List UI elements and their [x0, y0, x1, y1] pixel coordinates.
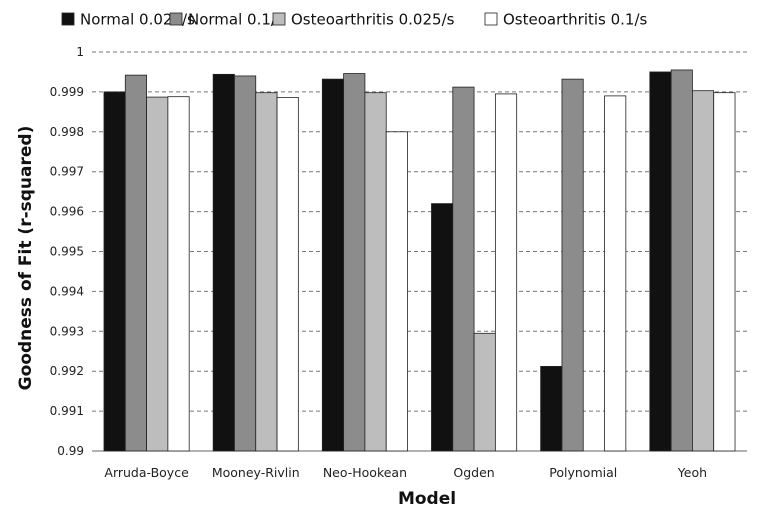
legend-label: Osteoarthritis 0.025/s [291, 11, 455, 29]
bar-2-yeoh [670, 69, 693, 452]
y-tick-label: 0.991 [50, 404, 84, 418]
bar-3-yeoh [692, 90, 715, 452]
y-tick-label: 0.998 [50, 125, 84, 139]
bar-4-ogden [494, 93, 518, 452]
y-tick-label: 0.99 [57, 444, 84, 458]
y-tick-label: 1 [76, 45, 84, 59]
category-label: Mooney-Rivlin [212, 465, 300, 480]
legend-swatch [484, 12, 498, 26]
x-axis-title: Model [398, 489, 456, 509]
category-label: Arruda-Boyce [104, 465, 189, 480]
y-tick-label: 0.992 [50, 364, 84, 378]
bar-2-mooney-rivlin [234, 75, 257, 452]
category-labels: Arruda-Boyce Mooney-Rivlin Neo-Hookean Ogde… [104, 465, 707, 480]
bar-4-neo-hookean [385, 131, 408, 452]
gridlines [92, 51, 747, 452]
legend-label: Normal 0.1/s [188, 11, 284, 29]
bar-2-neo-hookean [343, 73, 366, 452]
bar-2-polynomial [561, 78, 584, 452]
y-tick-label: 0.993 [50, 324, 84, 338]
bar-4-polynomial [604, 95, 627, 452]
bar-2-arruda-boyce [124, 74, 147, 452]
bar-4-yeoh [713, 92, 736, 452]
y-tick-label: 0.997 [50, 165, 84, 179]
category-label: Ogden [453, 465, 494, 480]
legend-swatch [272, 12, 286, 26]
y-tick-label: 0.995 [50, 245, 84, 259]
category-label: Polynomial [549, 465, 617, 480]
bar-4-arruda-boyce [167, 96, 190, 452]
bar-3-arruda-boyce [146, 96, 169, 452]
y-tick-label: 0.999 [50, 85, 84, 99]
category-label: Yeoh [677, 465, 707, 480]
bar-3-neo-hookean [364, 92, 387, 452]
legend-swatch [169, 12, 183, 26]
bar-1-mooney-rivlin [212, 73, 235, 452]
y-tick-labels: 0.99 0.991 0.992 0.993 0.994 0.995 0.996 0.997 0… [50, 45, 84, 458]
legend-label: Normal 0.025/s [80, 11, 195, 29]
y-tick-label: 0.994 [50, 284, 84, 298]
legend-label: Osteoarthritis 0.1/s [503, 11, 648, 29]
bar-3-mooney-rivlin [255, 92, 278, 452]
category-label: Neo-Hookean [323, 465, 407, 480]
bar-2-ogden [452, 86, 475, 452]
bar-1-neo-hookean [321, 78, 345, 452]
bar-3-ogden [473, 332, 496, 452]
bar-1-polynomial [540, 366, 563, 452]
bar-1-ogden [431, 203, 454, 452]
y-tick-label: 0.996 [50, 205, 84, 219]
bars [103, 69, 736, 452]
legend-swatch [61, 12, 75, 26]
bar-1-arruda-boyce [103, 91, 126, 452]
bar-4-mooney-rivlin [276, 97, 299, 452]
y-axis-title: Goodness of Fit (r-squared) [16, 126, 36, 391]
bar-1-yeoh [649, 71, 672, 452]
